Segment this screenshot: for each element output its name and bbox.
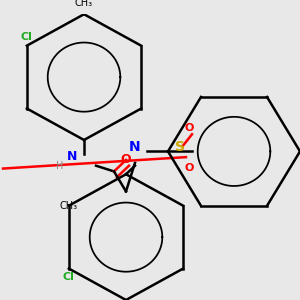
Text: O: O — [184, 123, 194, 134]
Text: Cl: Cl — [21, 32, 33, 42]
Text: O: O — [184, 164, 194, 173]
Text: Cl: Cl — [63, 272, 75, 282]
Text: CH₃: CH₃ — [75, 0, 93, 8]
Text: N: N — [129, 140, 141, 154]
Text: O: O — [121, 153, 131, 166]
Text: N: N — [67, 150, 77, 163]
Text: CH₃: CH₃ — [60, 201, 78, 211]
Text: S: S — [175, 140, 185, 154]
Text: H: H — [56, 160, 64, 171]
